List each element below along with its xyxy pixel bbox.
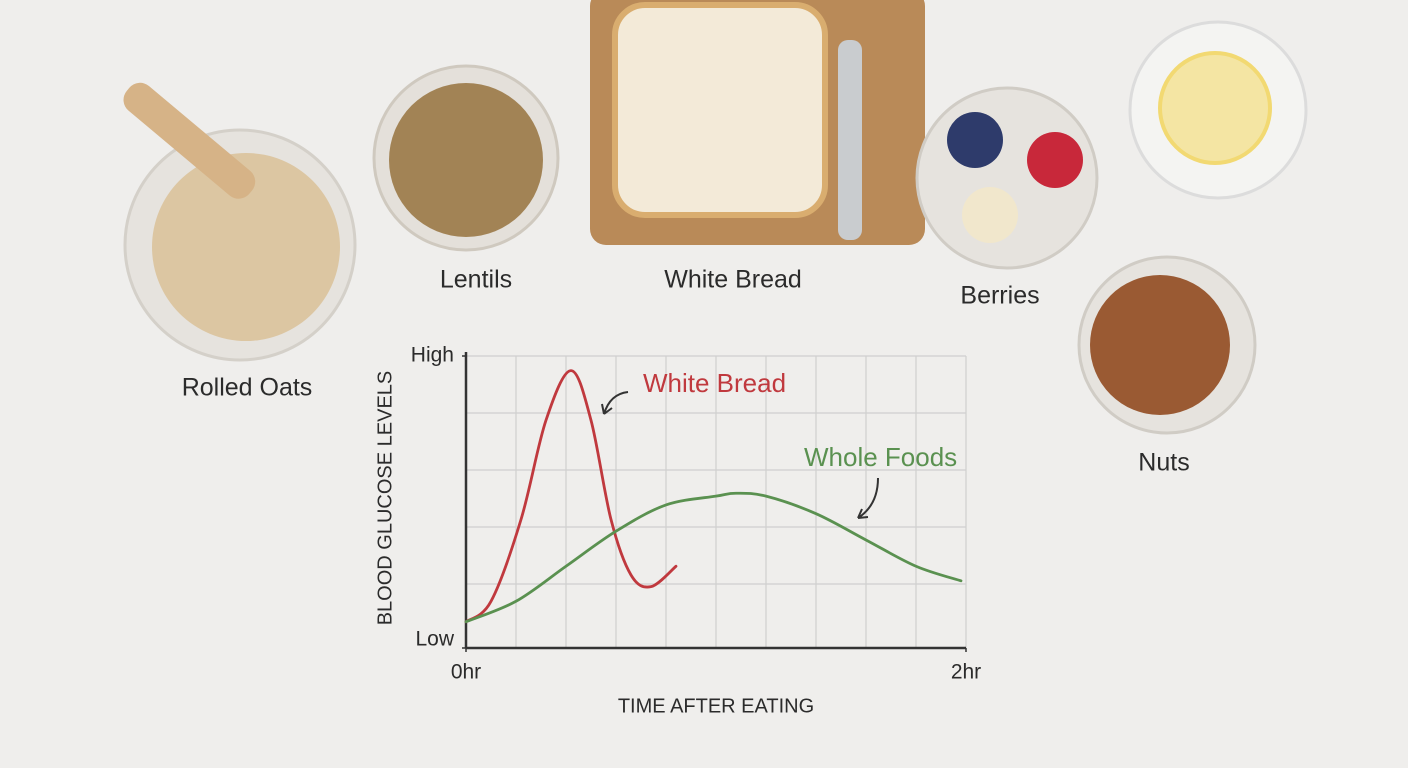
food-label: Nuts — [1138, 449, 1189, 477]
y-axis-title: BLOOD GLUCOSE LEVELS — [374, 371, 396, 626]
arrow — [601, 391, 629, 415]
food-label: Berries — [960, 282, 1039, 310]
chart: Low High 0hr 2hr White Bread Whole Foods — [411, 344, 981, 684]
food-label: Lentils — [440, 266, 512, 294]
x-axis-title: TIME AFTER EATING — [618, 695, 814, 717]
y-tick-label: Low — [415, 628, 454, 651]
food-label: White Bread — [664, 266, 802, 294]
food-label: Rolled Oats — [182, 374, 313, 402]
arrow — [857, 477, 879, 519]
x-tick-label: 2hr — [951, 661, 981, 684]
series-label: White Bread — [643, 368, 786, 398]
x-tick-label: 0hr — [451, 661, 481, 684]
series-label: Whole Foods — [804, 442, 957, 472]
line-series — [464, 491, 963, 624]
food-illustrations — [123, 0, 1308, 435]
y-tick-label: High — [411, 344, 454, 367]
line-series — [464, 369, 678, 624]
